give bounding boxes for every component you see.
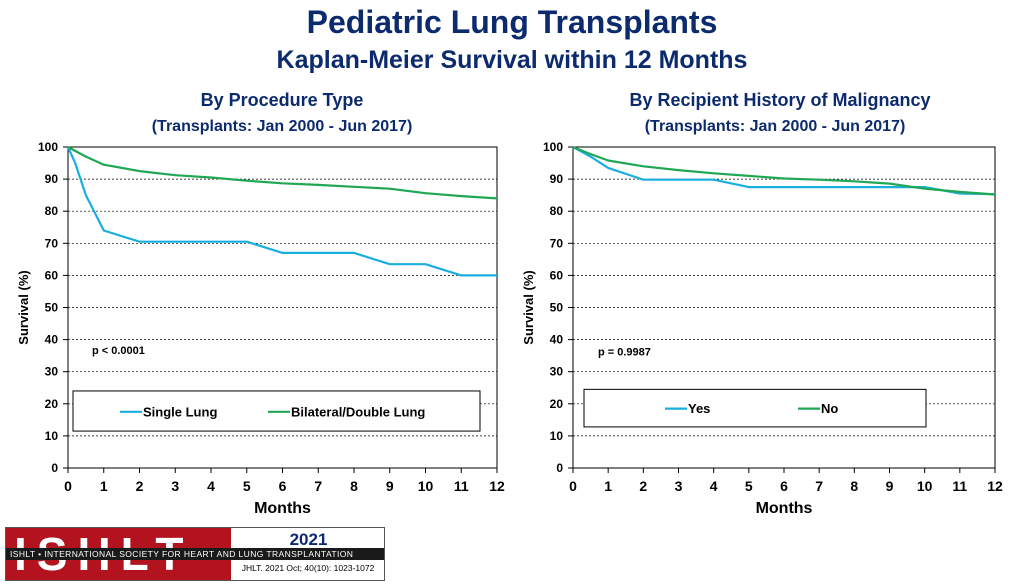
series-line-1 <box>67 146 498 200</box>
x-tick-label: 7 <box>815 478 823 494</box>
x-tick-label: 12 <box>987 478 1003 494</box>
y-tick-label: 70 <box>550 236 564 250</box>
main-subtitle: Kaplan-Meier Survival within 12 Months <box>276 46 748 74</box>
y-tick-label: 90 <box>550 172 564 186</box>
x-tick-label: 9 <box>886 478 894 494</box>
y-tick-label: 30 <box>550 365 564 379</box>
y-axis-label: Survival (%) <box>521 270 536 344</box>
legend-box <box>583 388 927 428</box>
y-tick-label: 80 <box>45 204 59 218</box>
x-tick-label: 2 <box>136 478 144 494</box>
y-tick-label: 10 <box>550 429 564 443</box>
y-tick-label: 50 <box>550 301 564 315</box>
left-panel-subtitle: (Transplants: Jan 2000 - Jun 2017) <box>151 118 413 135</box>
y-tick-label: 30 <box>45 365 59 379</box>
right-panel-subtitle: (Transplants: Jan 2000 - Jun 2017) <box>644 118 906 135</box>
x-tick-label: 10 <box>917 478 933 494</box>
p-value-annotation: p < 0.0001 <box>92 345 145 357</box>
x-axis-label: Months <box>756 500 813 517</box>
x-tick-label: 6 <box>279 478 287 494</box>
x-tick-label: 12 <box>489 478 505 494</box>
x-tick-label: 3 <box>675 478 683 494</box>
y-tick-label: 40 <box>45 333 59 347</box>
main-title: Pediatric Lung Transplants <box>306 4 718 40</box>
y-tick-label: 20 <box>550 397 564 411</box>
x-tick-label: 7 <box>314 478 322 494</box>
x-tick-label: 3 <box>171 478 179 494</box>
x-tick-label: 6 <box>780 478 788 494</box>
y-axis-label: Survival (%) <box>16 270 31 344</box>
x-tick-label: 10 <box>418 478 434 494</box>
footer-year: 2021 <box>289 530 328 549</box>
y-tick-label: 90 <box>45 172 59 186</box>
legend-label-1: No <box>821 401 838 416</box>
series-line-1 <box>572 145 996 196</box>
y-tick-label: 20 <box>45 397 59 411</box>
y-tick-label: 100 <box>38 140 58 154</box>
y-tick-label: 100 <box>543 140 563 154</box>
x-tick-label: 9 <box>386 478 394 494</box>
org-band: ISHLT • INTERNATIONAL SOCIETY FOR HEART … <box>6 548 384 560</box>
y-tick-label: 70 <box>45 236 59 250</box>
y-tick-label: 60 <box>45 268 59 282</box>
series-line-0 <box>66 146 497 277</box>
x-tick-label: 1 <box>100 478 108 494</box>
x-tick-label: 5 <box>243 478 251 494</box>
legend-label-0: Yes <box>688 401 710 416</box>
y-tick-label: 0 <box>51 461 58 475</box>
legend-label-0: Single Lung <box>143 404 217 419</box>
x-tick-label: 0 <box>569 478 577 494</box>
x-tick-label: 8 <box>350 478 358 494</box>
y-tick-label: 10 <box>45 429 59 443</box>
ishlt-footer: ISHLT ISHLT • INTERNATIONAL SOCIETY FOR … <box>5 527 385 581</box>
y-tick-label: 80 <box>550 204 564 218</box>
right-panel-title: By Recipient History of Malignancy <box>629 90 931 110</box>
x-tick-label: 1 <box>604 478 612 494</box>
left-panel-title: By Procedure Type <box>200 90 364 110</box>
series-line-0 <box>572 146 996 196</box>
x-tick-label: 0 <box>64 478 72 494</box>
x-tick-label: 4 <box>207 478 215 494</box>
legend-label-1: Bilateral/Double Lung <box>291 404 425 419</box>
y-tick-label: 60 <box>550 268 564 282</box>
p-value-annotation: p = 0.9987 <box>598 347 651 359</box>
x-tick-label: 5 <box>745 478 753 494</box>
footer-citation: JHLT. 2021 Oct; 40(10): 1023-1072 <box>241 563 375 573</box>
y-tick-label: 50 <box>45 301 59 315</box>
y-tick-label: 40 <box>550 333 564 347</box>
x-tick-label: 4 <box>710 478 718 494</box>
x-tick-label: 2 <box>639 478 647 494</box>
x-tick-label: 11 <box>454 478 469 494</box>
x-axis-label: Months <box>254 500 311 517</box>
x-tick-label: 8 <box>850 478 858 494</box>
x-tick-label: 11 <box>952 478 967 494</box>
y-tick-label: 0 <box>556 461 563 475</box>
